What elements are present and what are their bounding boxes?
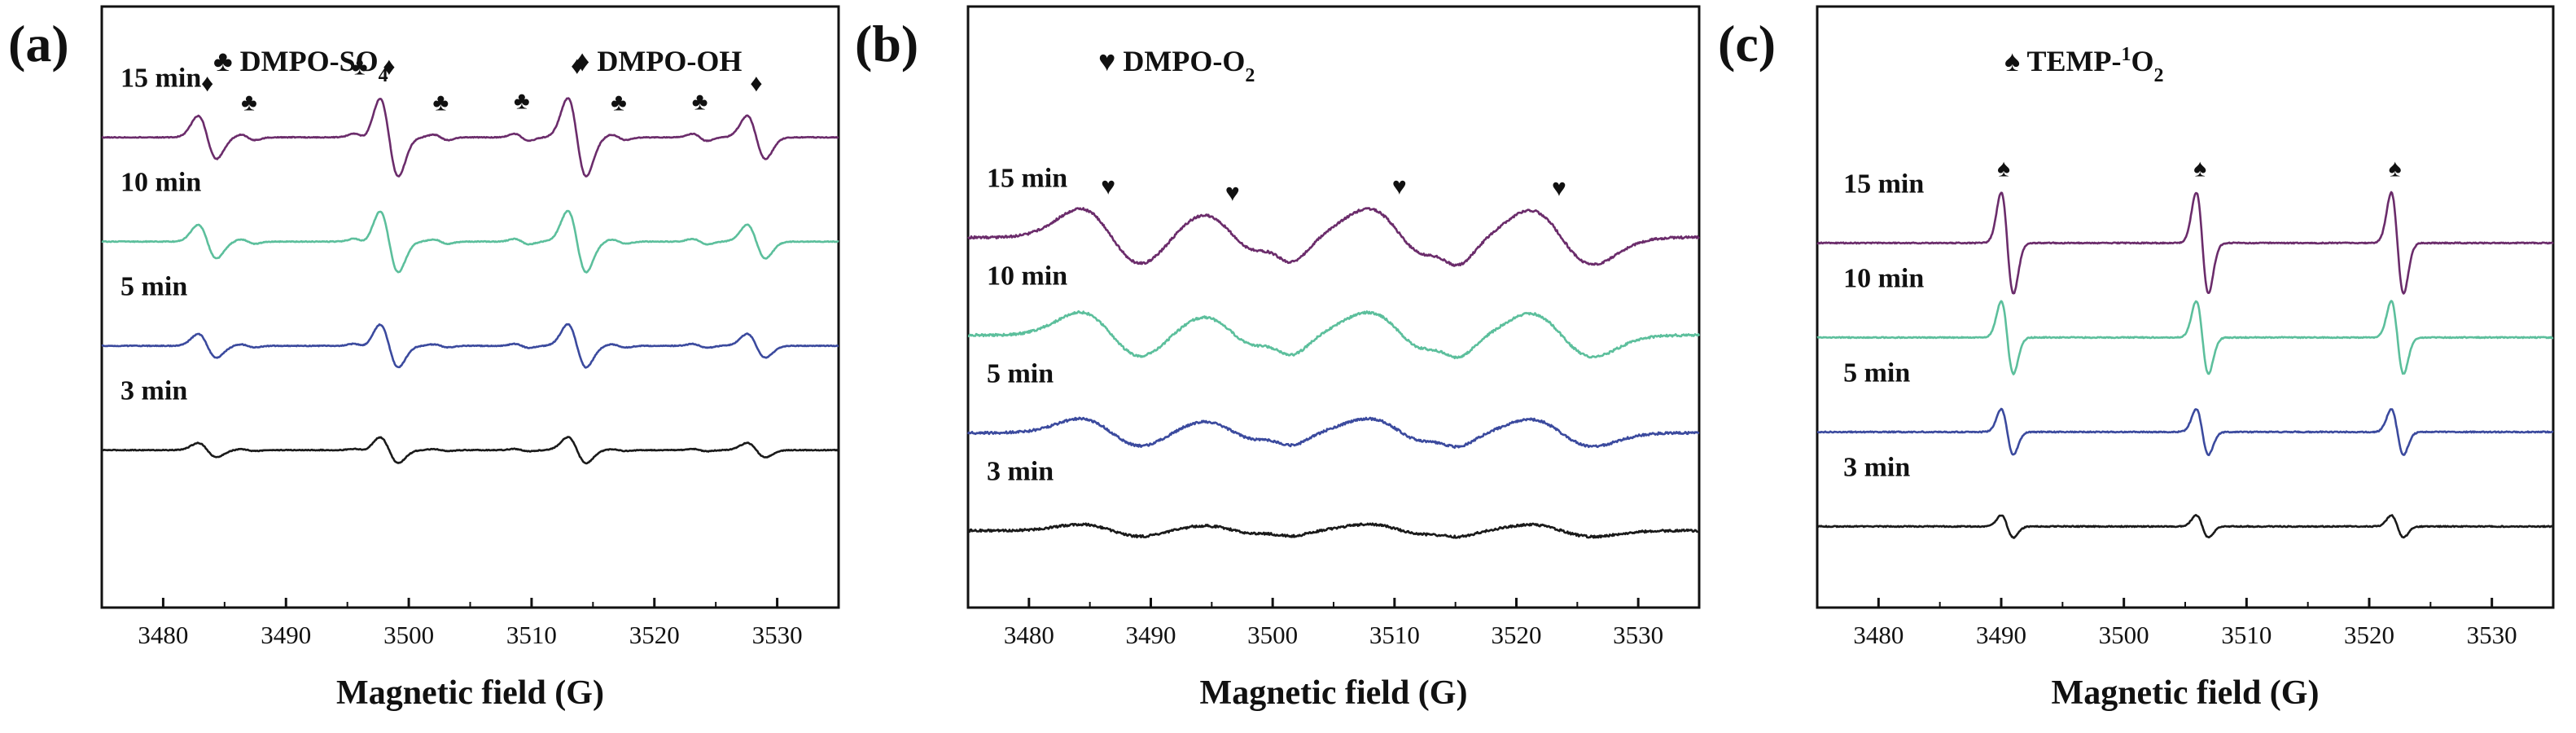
peak-marker: ♣: [352, 53, 368, 80]
x-tick-label: 3480: [1853, 621, 1904, 649]
peak-marker: ♦: [571, 53, 583, 80]
peak-marker: ♣: [611, 90, 627, 116]
series-line-15-min: [967, 207, 1700, 267]
peak-marker: ♦: [383, 53, 395, 80]
x-tick-label: 3490: [1976, 621, 2026, 649]
series-label: 5 min: [120, 272, 187, 302]
series-line-3-min: [101, 436, 839, 465]
legend-label: TEMP-: [2026, 45, 2121, 77]
peak-marker: ♥: [1392, 173, 1407, 200]
legend-entry: ♦ DMPO-OH: [575, 45, 742, 77]
peak-marker: ♣: [692, 88, 708, 115]
series-label: 10 min: [987, 261, 1067, 292]
series-label: 5 min: [987, 359, 1054, 389]
x-tick-label: 3520: [1492, 621, 1542, 649]
x-tick-label: 3500: [1247, 621, 1298, 649]
x-tick-label: 3530: [752, 621, 803, 649]
x-tick-label: 3510: [506, 621, 557, 649]
peak-marker: ♥: [1552, 174, 1566, 201]
x-axis-title: Magnetic field (G): [2052, 674, 2320, 712]
x-axis-title: Magnetic field (G): [336, 674, 604, 712]
x-tick-label: 3530: [2467, 621, 2517, 649]
series-line-10-min: [101, 209, 839, 274]
legend-entry: ♣ DMPO-SO4: [213, 45, 388, 86]
legend-symbol: ♥: [1098, 45, 1123, 77]
peak-marker: ♣: [514, 87, 530, 114]
peak-marker: ♠: [2389, 155, 2402, 182]
legend-entry: ♠ TEMP-1O2: [2004, 44, 2163, 86]
series-label: 3 min: [1843, 452, 1910, 482]
x-tick-label: 3480: [1004, 621, 1054, 649]
x-tick-label: 3480: [138, 621, 188, 649]
series-line-5-min: [966, 416, 1700, 450]
legend-symbol: ♠: [2004, 45, 2026, 77]
series-label: 15 min: [1843, 169, 1924, 199]
series-label: 3 min: [987, 457, 1054, 487]
series-line-10-min: [967, 309, 1701, 360]
legend-label: DMPO-O: [1123, 45, 1245, 77]
panel-c: (c) ♠ TEMP-1O2 3480 3490 3500 3510 3520 3530 Mag…: [1718, 5, 2555, 712]
x-tick-label: 3500: [383, 621, 434, 649]
peak-marker: ♥: [1225, 179, 1240, 206]
x-tick-label: 3490: [1126, 621, 1176, 649]
series-line-3-min: [1816, 514, 2554, 539]
series-label: 5 min: [1843, 358, 1910, 388]
peak-marker: ♦: [201, 70, 213, 97]
legend-sup: 1: [2121, 44, 2131, 65]
plot-frame: [1816, 5, 2555, 609]
series-label: 10 min: [120, 168, 201, 198]
peak-marker: ♣: [432, 89, 449, 116]
legend-label2: O: [2131, 45, 2153, 77]
peak-marker: ♦: [750, 70, 762, 97]
legend-sub: 4: [379, 65, 388, 86]
legend-symbol: ♦: [575, 45, 597, 77]
x-axis-title: Magnetic field (G): [1200, 674, 1468, 712]
series-line-15-min: [1816, 191, 2554, 295]
series-label: 15 min: [120, 64, 201, 94]
legend-label: DMPO-OH: [597, 45, 742, 77]
legend-sub: 2: [2153, 65, 2163, 86]
legend-label: DMPO-SO: [240, 45, 379, 77]
x-tick-label: 3530: [1613, 621, 1663, 649]
x-tick-label: 3510: [2221, 621, 2272, 649]
series-line-3-min: [967, 522, 1700, 539]
plot-frame: [966, 5, 1701, 609]
peak-marker: ♠: [1997, 155, 2010, 182]
series-line-15-min: [101, 97, 839, 178]
x-tick-label: 3490: [261, 621, 311, 649]
series-line-5-min: [1816, 407, 2554, 457]
series-label: 3 min: [120, 376, 187, 406]
x-tick-label: 3510: [1369, 621, 1420, 649]
panel-b: (b) ♥ DMPO-O2 3480 3490 3500 3510 3520 3530 Magn…: [855, 5, 1701, 712]
series-line-10-min: [1816, 300, 2554, 375]
panel-label: (c): [1718, 15, 1776, 72]
series-line-5-min: [101, 323, 839, 369]
peak-marker: ♣: [241, 89, 257, 116]
legend-sub: 2: [1245, 65, 1255, 86]
legend-symbol: ♣: [213, 45, 240, 77]
peak-marker: ♠: [2193, 155, 2206, 182]
panel-label: (b): [855, 15, 918, 72]
panel-label: (a): [8, 15, 69, 72]
x-tick-label: 3520: [2344, 621, 2394, 649]
peak-marker: ♥: [1101, 173, 1115, 200]
legend-entry: ♥ DMPO-O2: [1098, 45, 1255, 86]
series-label: 10 min: [1843, 263, 1924, 293]
x-tick-label: 3500: [2099, 621, 2149, 649]
series-label: 15 min: [987, 164, 1067, 194]
x-tick-label: 3520: [629, 621, 680, 649]
